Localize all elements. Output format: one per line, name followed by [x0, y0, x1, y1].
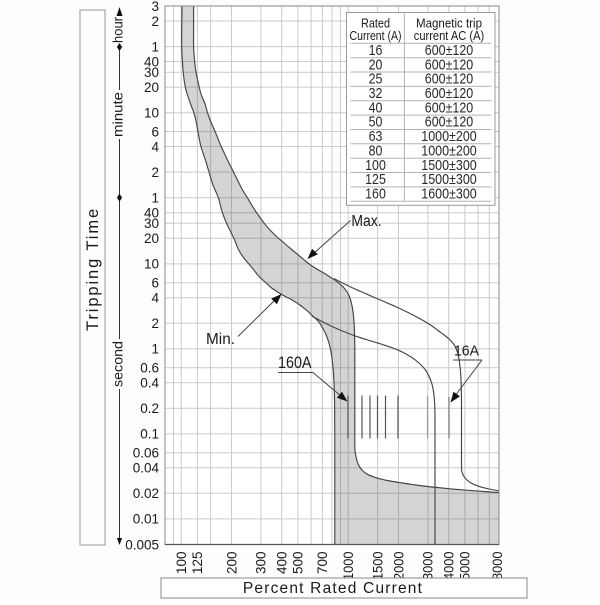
svg-text:4000: 4000	[442, 552, 457, 581]
svg-text:600±120: 600±120	[425, 42, 474, 59]
svg-text:10: 10	[144, 106, 159, 121]
svg-text:600±120: 600±120	[425, 85, 474, 102]
svg-text:160A: 160A	[278, 354, 312, 372]
svg-text:3000: 3000	[421, 552, 436, 581]
svg-text:0.06: 0.06	[133, 446, 159, 461]
svg-text:Rated: Rated	[361, 16, 390, 31]
svg-text:32: 32	[369, 85, 383, 102]
svg-text:1600±300: 1600±300	[421, 186, 477, 203]
svg-text:Percent Rated Current: Percent Rated Current	[243, 580, 423, 597]
svg-text:0.01: 0.01	[133, 512, 159, 527]
svg-text:125: 125	[365, 171, 386, 188]
svg-text:Max.: Max.	[351, 213, 381, 230]
svg-text:10: 10	[144, 257, 159, 272]
svg-text:500: 500	[291, 552, 306, 575]
svg-text:hour: hour	[110, 17, 125, 43]
svg-text:16: 16	[369, 42, 383, 59]
svg-text:50: 50	[369, 114, 383, 131]
svg-text:40: 40	[144, 54, 159, 69]
svg-text:second: second	[110, 341, 125, 387]
svg-text:2: 2	[151, 316, 159, 331]
svg-text:1000: 1000	[341, 552, 356, 581]
svg-text:0.005: 0.005	[125, 537, 159, 552]
svg-text:40: 40	[144, 206, 159, 221]
svg-text:0.2: 0.2	[140, 401, 159, 416]
svg-text:400: 400	[275, 552, 290, 575]
svg-text:2000: 2000	[391, 552, 406, 581]
svg-text:2: 2	[151, 14, 159, 29]
svg-text:1000±200: 1000±200	[421, 142, 477, 159]
svg-text:6: 6	[151, 124, 159, 139]
svg-text:1500±300: 1500±300	[421, 171, 477, 188]
svg-text:30: 30	[144, 65, 159, 80]
svg-text:0.1: 0.1	[140, 427, 159, 442]
svg-text:1500: 1500	[370, 552, 385, 581]
svg-text:100: 100	[174, 552, 189, 575]
svg-text:600±120: 600±120	[425, 114, 474, 131]
svg-text:Magnetic trip: Magnetic trip	[416, 16, 482, 31]
svg-text:20: 20	[144, 231, 159, 246]
svg-text:5000: 5000	[458, 552, 473, 581]
svg-text:0.04: 0.04	[133, 461, 160, 476]
svg-text:1: 1	[151, 39, 159, 54]
svg-text:20: 20	[369, 56, 383, 73]
svg-text:0.02: 0.02	[133, 486, 159, 501]
svg-text:minute: minute	[110, 92, 125, 137]
svg-text:700: 700	[315, 552, 330, 575]
svg-text:125: 125	[190, 552, 205, 575]
svg-text:16A: 16A	[454, 343, 479, 360]
svg-text:1: 1	[151, 191, 159, 206]
svg-text:0.4: 0.4	[140, 376, 159, 391]
svg-text:4: 4	[151, 139, 159, 154]
svg-text:1000±200: 1000±200	[421, 128, 477, 145]
svg-text:1: 1	[151, 342, 159, 357]
svg-text:300: 300	[254, 552, 269, 575]
svg-text:Current (A): Current (A)	[350, 28, 402, 43]
svg-text:2: 2	[151, 165, 159, 180]
svg-text:8000: 8000	[490, 552, 505, 581]
svg-text:600±120: 600±120	[425, 71, 474, 88]
svg-text:63: 63	[369, 128, 383, 145]
svg-text:600±120: 600±120	[425, 99, 474, 116]
svg-text:Tripping Time: Tripping Time	[84, 207, 102, 331]
svg-text:80: 80	[369, 142, 383, 159]
svg-text:1500±300: 1500±300	[421, 157, 477, 174]
svg-text:200: 200	[224, 552, 239, 575]
svg-text:0.6: 0.6	[140, 361, 159, 376]
svg-text:6: 6	[151, 276, 159, 291]
svg-text:3: 3	[151, 0, 159, 14]
svg-text:40: 40	[369, 99, 383, 116]
svg-text:600±120: 600±120	[425, 56, 474, 73]
svg-text:30: 30	[144, 216, 159, 231]
svg-text:Min.: Min.	[206, 331, 235, 348]
svg-text:160: 160	[365, 186, 386, 203]
svg-text:20: 20	[144, 80, 159, 95]
svg-text:4: 4	[151, 291, 159, 306]
svg-text:100: 100	[365, 157, 386, 174]
svg-text:current AC (A): current AC (A)	[414, 28, 485, 43]
svg-text:25: 25	[369, 71, 383, 88]
